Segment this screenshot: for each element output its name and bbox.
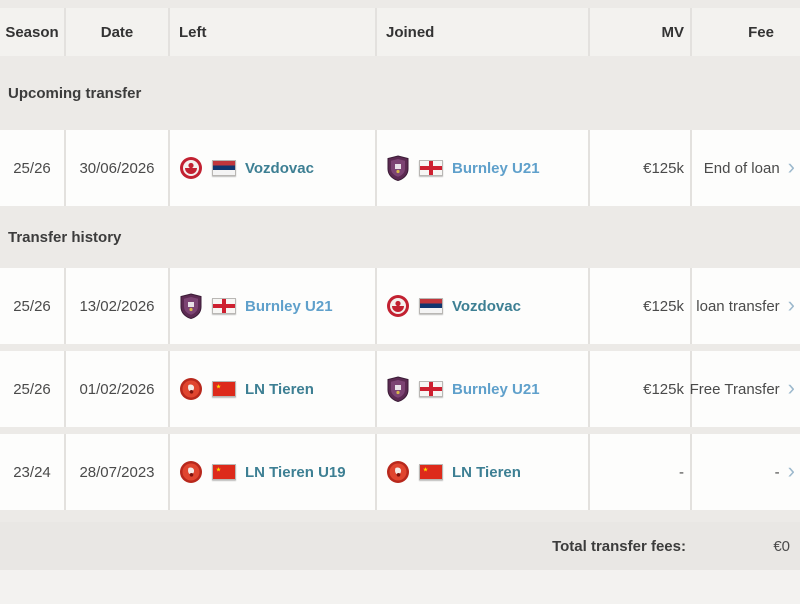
joined-club-cell: LN Tieren <box>377 434 590 510</box>
china-flag-icon <box>212 464 236 480</box>
page-bottom-spacer <box>0 570 800 604</box>
club-crest-icon <box>386 293 410 319</box>
total-fees-value: €0 <box>692 538 800 555</box>
england-flag-icon <box>212 298 236 314</box>
season-cell: 25/26 <box>0 130 66 206</box>
column-header-mv: MV <box>590 8 692 56</box>
market-value-cell: €125k <box>590 130 692 206</box>
club-crest-icon <box>179 293 203 319</box>
chevron-right-icon[interactable]: › <box>788 460 795 485</box>
fee-cell: End of loan › <box>692 130 800 206</box>
season-cell: 23/24 <box>0 434 66 510</box>
section-header-transfer-history: Transfer history <box>0 206 800 268</box>
club-crest-icon <box>386 155 410 181</box>
club-link[interactable]: Burnley U21 <box>452 381 540 398</box>
club-crest-icon <box>179 459 203 485</box>
market-value-cell: - <box>590 434 692 510</box>
left-club-cell: Burnley U21 <box>170 268 377 344</box>
club-link[interactable]: Vozdovac <box>452 298 521 315</box>
club-crest-icon <box>179 155 203 181</box>
chevron-right-icon[interactable]: › <box>788 294 795 319</box>
table-header-row: Season Date Left Joined MV Fee <box>0 8 800 56</box>
fee-cell: Free Transfer › <box>692 351 800 427</box>
column-header-date: Date <box>66 8 170 56</box>
club-crest-icon <box>386 376 410 402</box>
column-header-fee: Fee <box>692 8 800 56</box>
transfer-history-page: Season Date Left Joined MV Fee Upcoming … <box>0 0 800 604</box>
fee-cell: loan transfer › <box>692 268 800 344</box>
chevron-right-icon[interactable]: › <box>788 156 795 181</box>
left-club-cell: Vozdovac <box>170 130 377 206</box>
club-link[interactable]: LN Tieren <box>452 464 521 481</box>
fee-value: loan transfer <box>696 298 779 315</box>
column-header-left: Left <box>170 8 377 56</box>
column-header-joined: Joined <box>377 8 590 56</box>
date-cell: 30/06/2026 <box>66 130 170 206</box>
transfer-row[interactable]: 23/24 28/07/2023 LN Tieren U19 LN Tieren… <box>0 434 800 510</box>
china-flag-icon <box>212 381 236 397</box>
section-header-upcoming-transfer: Upcoming transfer <box>0 56 800 130</box>
club-crest-icon <box>386 459 410 485</box>
fee-value: - <box>775 464 780 481</box>
fee-value: Free Transfer <box>690 381 780 398</box>
joined-club-cell: Vozdovac <box>377 268 590 344</box>
club-link[interactable]: LN Tieren U19 <box>245 464 346 481</box>
england-flag-icon <box>419 160 443 176</box>
market-value-cell: €125k <box>590 268 692 344</box>
joined-club-cell: Burnley U21 <box>377 130 590 206</box>
china-flag-icon <box>419 464 443 480</box>
club-link[interactable]: Burnley U21 <box>452 160 540 177</box>
season-cell: 25/26 <box>0 351 66 427</box>
date-cell: 01/02/2026 <box>66 351 170 427</box>
chevron-right-icon[interactable]: › <box>788 377 795 402</box>
market-value-cell: €125k <box>590 351 692 427</box>
club-link[interactable]: Vozdovac <box>245 160 314 177</box>
date-cell: 13/02/2026 <box>66 268 170 344</box>
club-crest-icon <box>179 376 203 402</box>
club-link[interactable]: LN Tieren <box>245 381 314 398</box>
transfer-row[interactable]: 25/26 01/02/2026 LN Tieren Burnley U21 €… <box>0 351 800 427</box>
fee-cell: - › <box>692 434 800 510</box>
club-link[interactable]: Burnley U21 <box>245 298 333 315</box>
season-cell: 25/26 <box>0 268 66 344</box>
left-club-cell: LN Tieren <box>170 351 377 427</box>
fee-value: End of loan <box>704 160 780 177</box>
joined-club-cell: Burnley U21 <box>377 351 590 427</box>
table-footer: Total transfer fees: €0 <box>0 522 800 570</box>
transfer-row[interactable]: 25/26 13/02/2026 Burnley U21 Vozdovac €1… <box>0 268 800 344</box>
england-flag-icon <box>419 381 443 397</box>
transfer-row[interactable]: 25/26 30/06/2026 Vozdovac Burnley U21 €1… <box>0 130 800 206</box>
date-cell: 28/07/2023 <box>66 434 170 510</box>
serbia-flag-icon <box>212 160 236 176</box>
serbia-flag-icon <box>419 298 443 314</box>
left-club-cell: LN Tieren U19 <box>170 434 377 510</box>
total-fees-label: Total transfer fees: <box>0 538 692 555</box>
column-header-season: Season <box>0 8 66 56</box>
